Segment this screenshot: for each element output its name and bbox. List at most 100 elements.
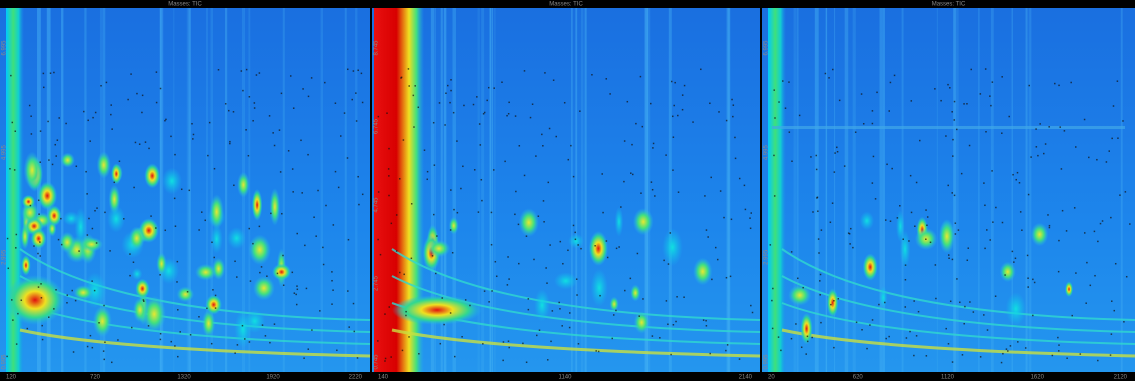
noise-dot: [15, 247, 17, 249]
noise-dot: [270, 212, 272, 215]
noise-dot: [817, 210, 819, 212]
noise-dot: [11, 299, 13, 301]
noise-dot: [1071, 314, 1073, 317]
noise-dot: [926, 216, 929, 218]
noise-dot: [833, 346, 835, 349]
noise-dot: [278, 129, 281, 131]
noise-dot: [902, 238, 904, 240]
noise-dot: [40, 297, 43, 299]
noise-dot: [244, 338, 246, 340]
noise-dot: [773, 89, 775, 91]
noise-dot: [726, 344, 729, 346]
noise-dot: [6, 355, 8, 358]
noise-dot: [704, 195, 706, 197]
noise-dot: [523, 174, 526, 177]
noise-dot: [110, 113, 112, 116]
noise-dot: [953, 100, 956, 103]
noise-dot: [591, 74, 593, 76]
streak: [953, 8, 956, 372]
noise-dot: [377, 191, 380, 193]
noise-dot: [236, 276, 238, 278]
noise-dot: [138, 143, 141, 145]
noise-dot: [910, 211, 913, 214]
peak: [568, 233, 584, 249]
streak: [430, 8, 435, 372]
noise-dot: [310, 77, 313, 79]
streak: [726, 8, 730, 372]
elution-band: [781, 275, 1135, 333]
noise-dot: [734, 136, 736, 139]
noise-dot: [824, 72, 827, 75]
noise-dot: [1057, 270, 1060, 273]
noise-dot: [292, 107, 295, 109]
noise-dot: [39, 255, 42, 257]
noise-dot: [377, 340, 379, 342]
noise-dot: [624, 289, 626, 292]
noise-dot: [620, 206, 622, 208]
noise-dot: [103, 358, 105, 361]
noise-dot: [555, 135, 557, 138]
noise-dot: [87, 119, 89, 122]
noise-dot: [884, 301, 886, 304]
streak: [833, 8, 836, 372]
noise-dot: [247, 154, 250, 157]
noise-dot: [869, 324, 871, 326]
peak: [1064, 281, 1074, 298]
noise-dot: [279, 171, 282, 173]
noise-dot: [110, 104, 112, 106]
noise-dot: [174, 345, 176, 347]
noise-dot: [47, 316, 50, 318]
noise-dot: [508, 346, 510, 349]
noise-dot: [683, 296, 685, 298]
noise-dot: [1124, 191, 1127, 193]
streak: [936, 8, 938, 372]
noise-dot: [412, 94, 415, 97]
noise-dot: [615, 247, 618, 250]
noise-dot: [542, 200, 545, 202]
noise-dot: [450, 89, 452, 92]
noise-dot: [850, 227, 852, 230]
noise-dot: [14, 130, 17, 132]
noise-dot: [402, 139, 405, 141]
noise-dot: [98, 322, 100, 324]
peak: [251, 189, 263, 221]
noise-dot: [1096, 158, 1098, 161]
noise-dot: [790, 251, 793, 253]
streak: [852, 8, 856, 372]
noise-dot: [871, 110, 874, 112]
peak: [999, 261, 1016, 283]
noise-dot: [574, 231, 576, 234]
y-tick-label: 2.995: [764, 249, 770, 265]
noise-dot: [6, 237, 9, 240]
noise-dot: [85, 170, 87, 173]
streak: [282, 8, 285, 372]
noise-dot: [652, 142, 655, 145]
noise-dot: [951, 361, 954, 363]
noise-dot: [423, 149, 426, 151]
noise-dot: [357, 175, 359, 178]
noise-dot: [744, 208, 747, 211]
noise-dot: [449, 101, 451, 104]
noise-dot: [57, 238, 60, 241]
noise-dot: [252, 119, 254, 122]
peak: [862, 253, 878, 281]
noise-dot: [322, 246, 324, 249]
noise-dot: [1024, 347, 1027, 349]
noise-dot: [346, 157, 349, 159]
noise-dot: [240, 70, 243, 72]
noise-dot: [236, 344, 239, 346]
noise-dot: [477, 211, 480, 213]
noise-dot: [245, 129, 247, 131]
noise-dot: [399, 271, 401, 274]
peak: [272, 263, 291, 281]
x-tick-label: 2220: [349, 375, 363, 381]
noise-dot: [1014, 257, 1017, 260]
noise-dot: [30, 115, 32, 117]
noise-dot: [638, 315, 640, 317]
noise-dot: [569, 312, 571, 314]
noise-dot: [234, 352, 236, 354]
noise-dot: [111, 128, 113, 130]
noise-dot: [453, 208, 455, 211]
noise-dot: [1007, 350, 1009, 352]
noise-dot: [334, 170, 337, 173]
